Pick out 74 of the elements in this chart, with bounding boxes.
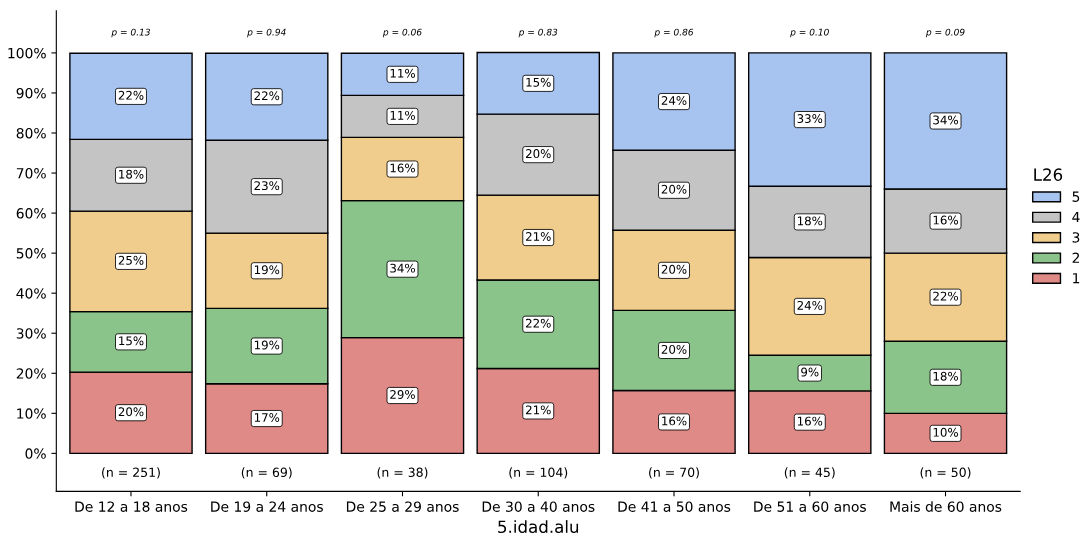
data-label: 19% (254, 265, 280, 275)
annotation: p = 0.94 (247, 28, 286, 38)
data-label: 24% (661, 96, 687, 105)
y-tick-label: 10% (17, 408, 46, 419)
data-label: 11% (390, 68, 415, 78)
data-label: 22% (933, 291, 958, 301)
data-label: 17% (254, 413, 280, 422)
data-label: 16% (933, 215, 958, 225)
annotation: (n = 69) (241, 467, 292, 479)
data-label: 29% (390, 390, 415, 399)
annotation: p = 0.13 (111, 28, 150, 38)
data-label: 20% (661, 184, 687, 194)
data-label: 15% (526, 77, 551, 87)
annotation: (n = 38) (377, 467, 428, 479)
y-tick-label: 40% (16, 288, 46, 299)
x-axis-title: 5.idad.alu (498, 520, 579, 534)
y-tick-label: 90% (16, 87, 46, 99)
legend-label: 4 (1072, 211, 1080, 223)
y-tick-label: 0% (25, 448, 46, 459)
x-tick-label: De 25 a 29 anos (346, 501, 459, 512)
annotation: (n = 104) (509, 467, 568, 479)
legend-label: 2 (1072, 252, 1080, 263)
data-label: 22% (254, 91, 280, 101)
data-label: 18% (933, 371, 958, 381)
data-label: 33% (797, 114, 823, 124)
data-label: 34% (933, 115, 958, 125)
data-label: 20% (661, 264, 687, 274)
x-tick-label: Mais de 60 anos (890, 501, 1002, 512)
annotation: p = 0.10 (790, 28, 829, 38)
data-label: 9% (801, 367, 819, 377)
y-tick-label: 100% (8, 47, 46, 59)
x-tick-label: De 51 a 60 anos (754, 501, 866, 512)
annotation: (n = 45) (784, 467, 835, 479)
data-label: 20% (661, 344, 687, 354)
annotation: (n = 251) (102, 467, 160, 479)
y-tick-label: 80% (16, 127, 46, 139)
y-tick-label: 50% (16, 248, 46, 259)
data-label: 16% (390, 163, 415, 173)
data-label: 16% (662, 416, 687, 426)
data-label: 15% (119, 336, 144, 346)
y-tick-label: 20% (16, 368, 46, 379)
legend-label: 3 (1072, 232, 1080, 243)
data-label: 19% (254, 340, 280, 350)
data-label: 18% (797, 216, 823, 226)
y-tick-label: 70% (16, 168, 46, 179)
annotation: p = 0.09 (925, 28, 965, 38)
data-label: 11% (390, 110, 415, 120)
data-label: 10% (933, 427, 958, 437)
legend-label: 1 (1073, 273, 1080, 284)
data-label: 24% (797, 300, 823, 310)
y-tick-label: 30% (16, 328, 46, 339)
data-label: 22% (526, 318, 551, 328)
legend-title: L26 (1034, 168, 1063, 181)
annotation: (n = 50) (920, 467, 971, 479)
annotation: p = 0.06 (382, 28, 422, 38)
data-label: 18% (119, 169, 144, 179)
x-tick-label: De 30 a 40 anos (482, 501, 595, 512)
data-label: 20% (118, 407, 144, 417)
data-label: 22% (118, 90, 144, 100)
data-label: 23% (254, 181, 280, 191)
x-tick-label: De 41 a 50 anos (618, 501, 731, 512)
annotation: (n = 70) (649, 467, 699, 479)
annotation: p = 0.83 (518, 28, 558, 38)
annotation: p = 0.86 (654, 28, 694, 38)
data-label: 16% (797, 416, 823, 426)
x-tick-label: De 19 a 24 anos (211, 501, 323, 512)
legend-label: 5 (1072, 191, 1080, 202)
data-label: 21% (526, 405, 551, 415)
y-tick-label: 60% (16, 208, 46, 219)
data-label: 25% (118, 255, 144, 265)
x-tick-label: De 12 a 18 anos (75, 501, 188, 512)
data-label: 20% (526, 149, 551, 159)
data-label: 21% (526, 232, 551, 241)
data-label: 34% (390, 263, 415, 273)
